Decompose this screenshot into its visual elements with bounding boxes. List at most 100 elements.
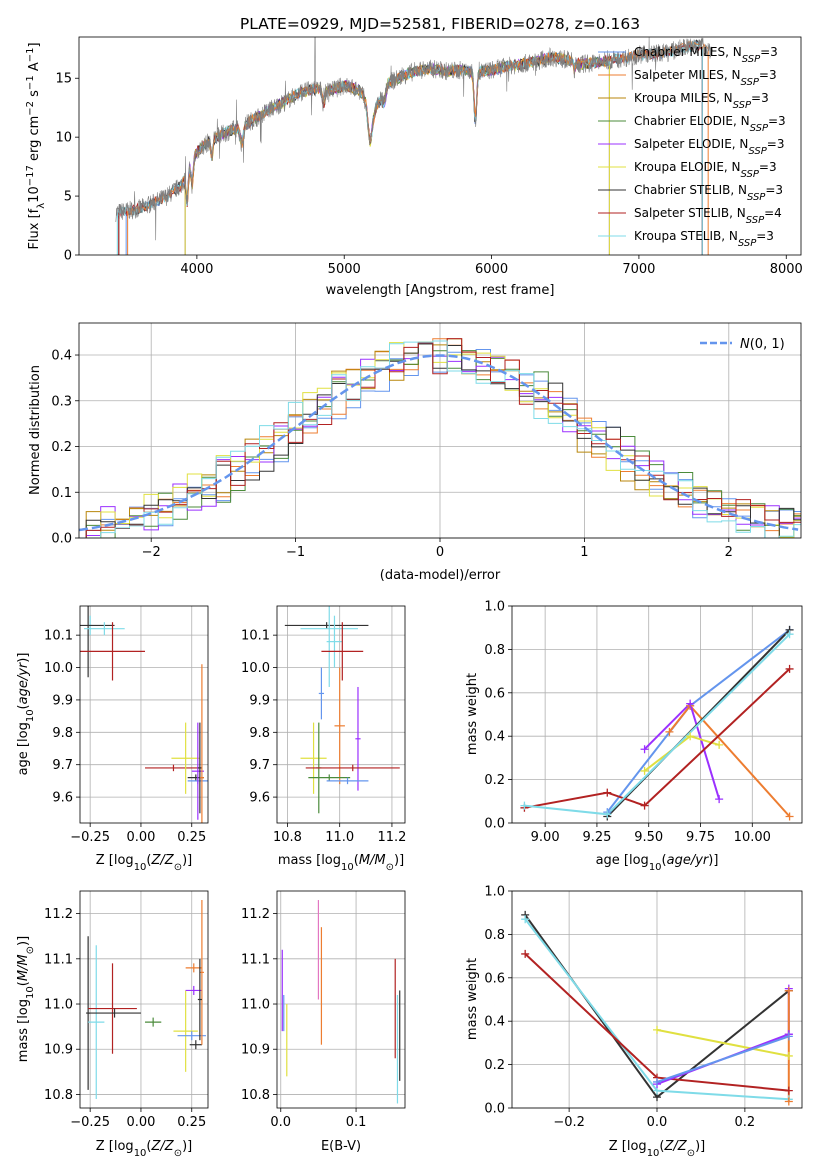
x-axis-label: Z [log10(Z/Z⊙)] [96,853,193,873]
x-axis-label: E(B-V) [321,1139,361,1154]
label-part: ( [659,1139,664,1154]
tick-label-y: 0.6 [484,971,505,986]
label-part: 10 [134,1148,147,1159]
axes-frame [276,890,406,1109]
axes-frame [511,605,803,824]
label-part: SSP [746,215,765,226]
label-part: Kroupa STELIB, N [634,229,738,243]
axes-frame [78,36,802,256]
chart-ebv_mass: 0.0 0.1 10.8 10.9 11.0 11.1 11.2 E(B-V) [241,890,406,1154]
tick-label-y: 10.9 [241,1043,270,1058]
data-point-marker [640,745,649,754]
legend-label: Chabrier MILES, NSSP=3 [634,45,778,65]
label-part: Z/Z [664,1139,688,1154]
label-part: =3 [756,229,774,243]
tick-label-y: 9.8 [52,726,73,741]
tick-label-x: 9.25 [582,830,611,845]
tick-label-y: 0.8 [484,928,505,943]
plot-area [115,37,713,255]
label-part: SSP [747,192,766,203]
plot-area [80,606,208,823]
legend-label: Salpeter MILES, NSSP=3 [634,68,777,88]
tick-label-x: 11.2 [377,830,406,845]
plot-area [86,900,206,1099]
axes-frame [511,890,803,1109]
label-part: 10 [25,986,36,999]
label-part: Z [log [96,853,134,868]
tick-label-y: 11.0 [44,998,73,1013]
data-point-marker [653,1025,661,1034]
tick-label-y: 10 [55,131,72,146]
label-part: erg cm [27,116,42,165]
tick-label-y: 11.1 [44,952,73,967]
tick-label-x: 0.00 [126,1115,155,1130]
normal-curve [79,354,799,532]
label-part: M/M [359,853,386,868]
label-part: ⊙ [174,862,182,873]
axes-frame [79,890,209,1109]
data-point-marker [785,630,794,639]
series-line-c0 [656,1035,790,1083]
x-axis-label: Z [log10(Z/Z⊙)] [609,1139,706,1159]
tick-label-y: 0.2 [484,1058,505,1073]
tick-label-x: 0.25 [177,1115,206,1130]
tick-label-x: 10.8 [273,830,302,845]
legend-label: Salpeter STELIB, NSSP=4 [634,206,782,226]
axes-frame [79,605,209,824]
plot-area [79,338,801,538]
label-part: =3 [759,68,777,82]
label-part: mass [log [278,853,341,868]
data-point-marker [520,801,529,810]
series-line-c4 [656,988,790,1086]
tick-label-y: 1.0 [484,600,505,615]
label-part: Z [log [609,1139,647,1154]
tick-label-x: 2 [725,545,733,560]
tick-label-y: 0.4 [51,349,72,364]
tick-label-y: 9.6 [249,791,270,806]
label-part: age [log [16,722,31,775]
data-point-marker [521,949,530,958]
tick-label-y: 0 [64,249,72,264]
data-point-marker [784,986,793,995]
tick-label-y: 15 [55,72,72,87]
tick-label-x: −2 [142,545,161,560]
label-part: 10 [341,862,354,873]
label-part: age [log [596,853,649,868]
tick-label-y: 0.4 [484,730,505,745]
histogram-c7 [79,338,801,538]
tick-label-y: 10.0 [241,661,270,676]
label-part: =3 [768,114,786,128]
tick-label-y: 0.3 [51,394,72,409]
data-point-marker [686,732,695,741]
tick-label-x: −0.25 [70,830,110,845]
tick-label-x: 8000 [770,262,803,277]
tick-label-y: 11.2 [241,907,270,922]
label-part: Z/Z [151,853,175,868]
histogram-c0 [79,343,801,538]
tick-label-y: 9.9 [52,693,73,708]
label-part: mass [log [16,999,31,1062]
plot-area [281,900,401,1104]
tick-label-x: 9.50 [634,830,663,845]
label-part: )] [695,1139,705,1154]
label-part: ( [354,853,359,868]
tick-label-x: 1 [580,545,588,560]
tick-label-x: 9.75 [686,830,715,845]
data-point-marker [640,766,649,775]
tick-label-x: 9.00 [531,830,560,845]
legend-label: Chabrier ELODIE, NSSP=3 [634,114,786,134]
label-part: )] [182,853,192,868]
chart-spectrum: 4000 5000 6000 7000 8000 0 5 10 15 PLATE=0929, MJ… [25,15,803,298]
label-part: )] [16,936,31,946]
label-part: ⊙ [174,1148,182,1159]
tick-label-x: −0.2 [553,1115,585,1130]
tick-label-y: 9.6 [52,791,73,806]
label-part: =3 [751,91,769,105]
label-part: SSP [733,100,752,111]
tick-label-x: 11.0 [325,830,354,845]
label-part: age/yr [16,661,31,704]
label-part: (0, 1) [750,337,785,352]
label-part: ⊙ [386,862,394,873]
